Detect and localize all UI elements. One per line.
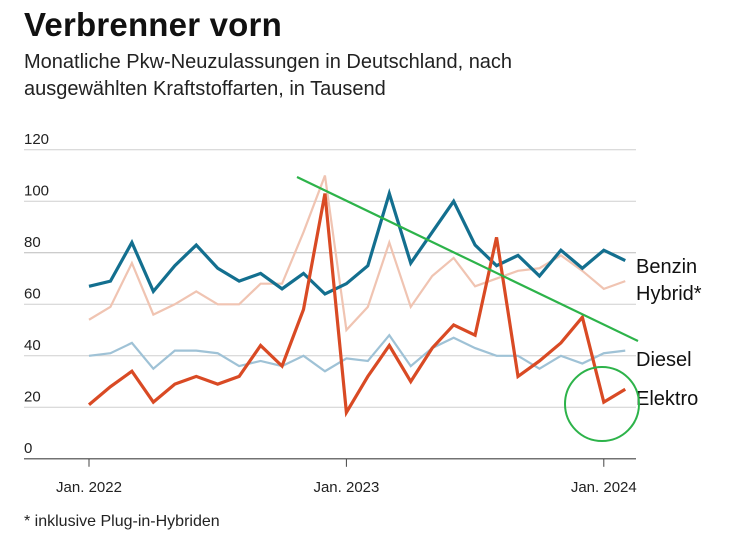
footnote: * inklusive Plug-in-Hybriden [24, 513, 220, 530]
series-label: Diesel [636, 349, 692, 371]
y-tick-label: 100 [24, 182, 49, 199]
y-tick-label: 20 [24, 388, 41, 405]
x-tick-label: Jan. 2023 [313, 479, 379, 496]
y-tick-label: 0 [24, 440, 32, 457]
chart-subtitle: Monatliche Pkw-Neuzulassungen in Deutsch… [24, 51, 513, 100]
circle-annotation [564, 366, 640, 442]
series-line-diesel [88, 333, 626, 373]
y-tick-label: 120 [24, 131, 49, 148]
x-tick-label: Jan. 2024 [571, 479, 637, 496]
y-tick-label: 80 [24, 234, 41, 251]
y-tick-label: 40 [24, 337, 41, 354]
series-line-elektro [87, 193, 627, 418]
series-line-hybrid [88, 175, 626, 333]
series-line-benzin [88, 188, 626, 296]
x-tick-label: Jan. 2022 [56, 479, 122, 496]
y-tick-label: 60 [24, 285, 41, 302]
trend-line-annotation [296, 176, 639, 342]
series-label: Hybrid* [636, 283, 702, 305]
chart-title: Verbrenner vorn [24, 6, 282, 43]
series-label: Benzin [636, 256, 697, 278]
series-label: Elektro [636, 388, 698, 410]
